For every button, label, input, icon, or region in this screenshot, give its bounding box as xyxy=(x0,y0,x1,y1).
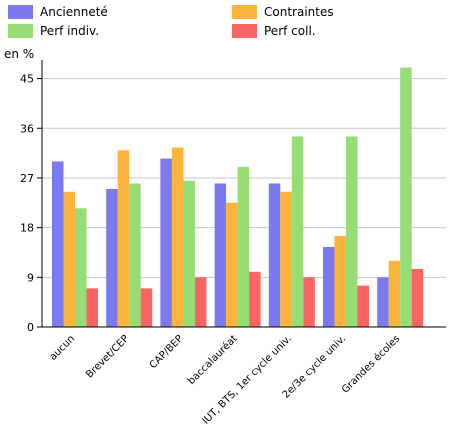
legend-swatch xyxy=(232,5,257,19)
y-tick-label: 45 xyxy=(20,73,34,86)
y-tick-label: 36 xyxy=(20,122,34,135)
legend-label: Ancienneté xyxy=(40,5,108,19)
bars xyxy=(52,67,424,327)
bar xyxy=(334,235,346,327)
category-label: baccalauréat xyxy=(185,333,239,387)
bar xyxy=(400,67,412,327)
bar xyxy=(117,150,130,327)
bar xyxy=(388,260,401,327)
bar xyxy=(160,158,172,327)
bar xyxy=(171,147,184,327)
bar xyxy=(140,288,153,327)
category-label: Brevet/CEP xyxy=(84,333,131,380)
y-axis-ticks: 0 9 18 27 36 45 xyxy=(20,73,42,334)
y-tick-label: 9 xyxy=(27,271,34,284)
legend-swatch xyxy=(232,24,257,38)
bar xyxy=(194,277,207,327)
bar xyxy=(249,271,261,327)
bar xyxy=(323,246,335,327)
category-label: aucun xyxy=(48,333,77,362)
bar xyxy=(106,188,118,327)
y-unit-label: en % xyxy=(4,47,34,61)
legend-label: Perf coll. xyxy=(264,24,316,38)
bar xyxy=(214,183,227,327)
bar xyxy=(75,208,87,327)
bar xyxy=(268,183,281,327)
y-tick-label: 27 xyxy=(20,172,34,185)
bar xyxy=(63,191,75,327)
bar xyxy=(357,285,369,327)
bar xyxy=(411,269,424,327)
bar xyxy=(183,180,195,327)
bar xyxy=(86,288,98,327)
category-label: Grandes écoles xyxy=(339,333,402,396)
bar xyxy=(280,191,292,327)
bar xyxy=(303,277,315,327)
category-label: IUT, BTS, 1er cycle univ. xyxy=(201,333,294,426)
bar xyxy=(52,161,64,327)
legend-swatch xyxy=(8,24,33,38)
legend-label: Perf indiv. xyxy=(40,24,99,38)
category-label: CAP/BEP xyxy=(148,333,186,371)
y-tick-label: 0 xyxy=(27,321,34,334)
bar xyxy=(346,136,358,327)
bar xyxy=(129,183,141,327)
legend-label: Contraintes xyxy=(264,5,334,19)
legend-swatch xyxy=(8,5,33,19)
y-tick-label: 18 xyxy=(20,222,34,235)
legend: Ancienneté Contraintes Perf indiv. Perf col… xyxy=(8,5,334,38)
bar xyxy=(291,136,304,327)
bar xyxy=(237,166,250,327)
bar xyxy=(377,277,389,327)
bar xyxy=(226,202,238,327)
axes xyxy=(41,60,446,328)
